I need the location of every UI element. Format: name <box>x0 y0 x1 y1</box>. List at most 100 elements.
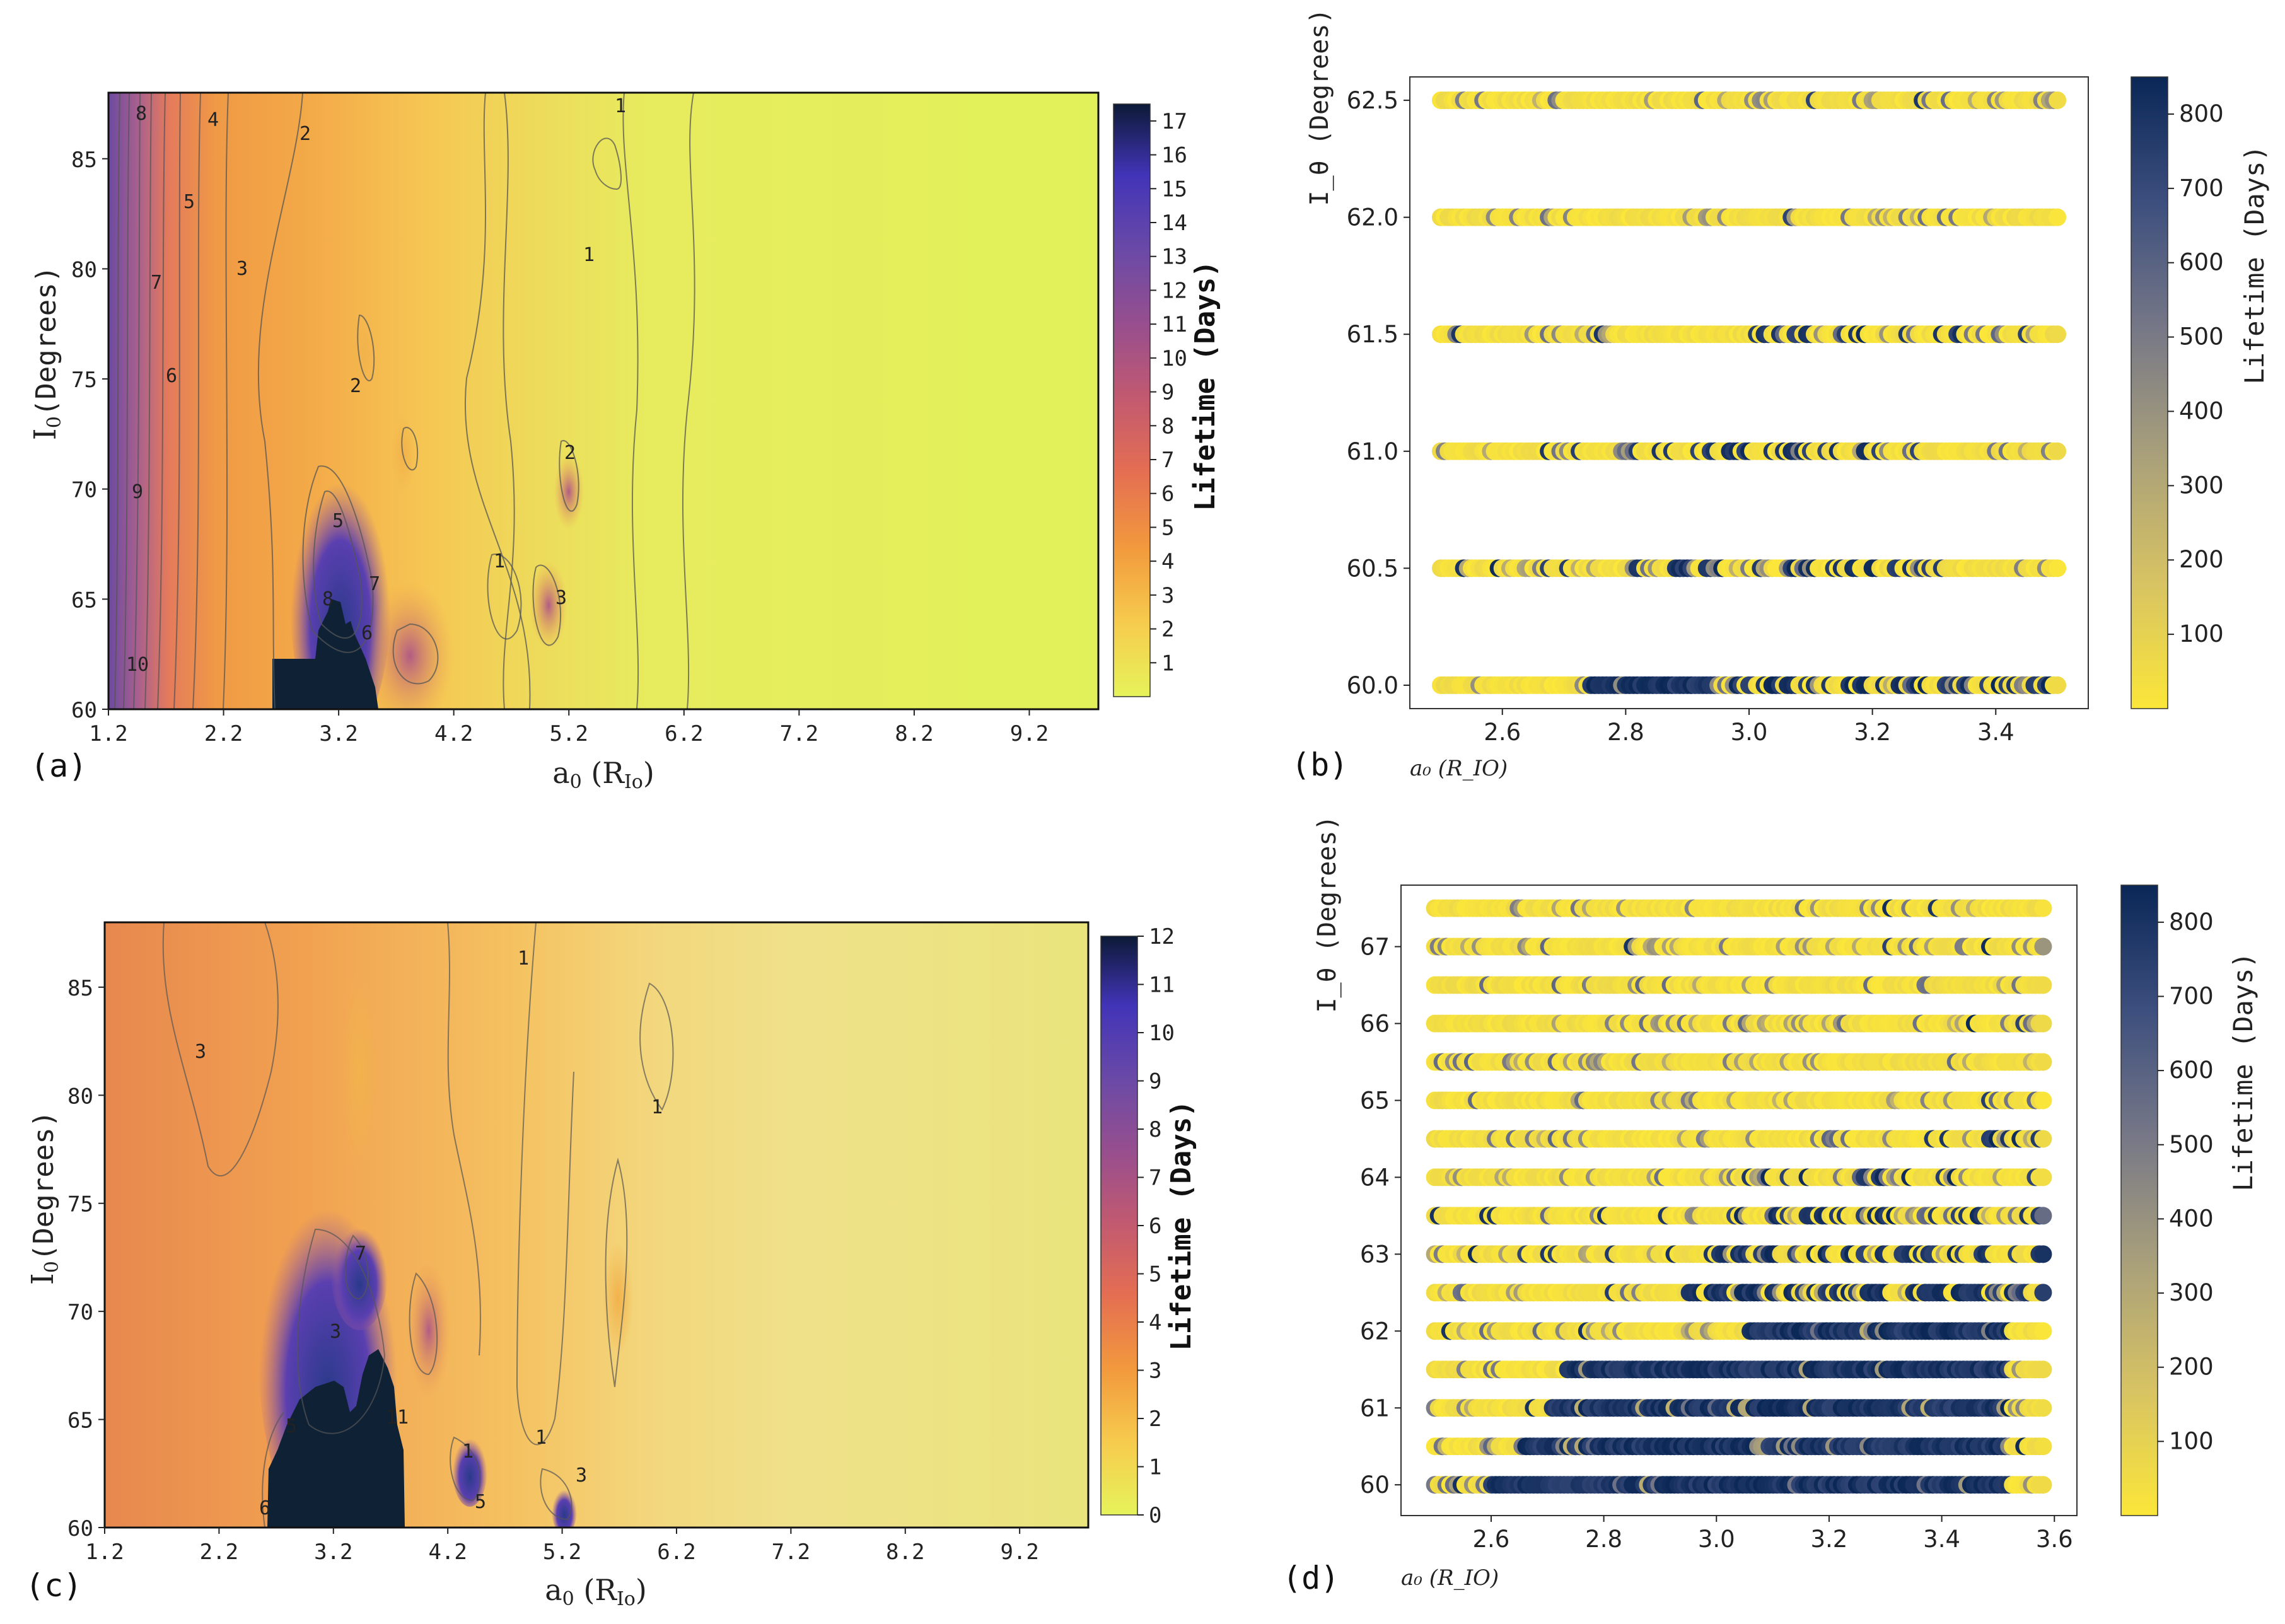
panel-a-hotspot <box>530 561 567 649</box>
scatter-point <box>2034 1130 2052 1148</box>
y-tick-label: 67 <box>1360 934 1390 961</box>
colorbar-tick-label: 12 <box>1161 278 1187 303</box>
colorbar-tick-label: 10 <box>1161 346 1187 371</box>
panel-b-colorbar-label: Lifetime (Days) <box>2239 145 2270 384</box>
svg-text:Lifetime (Days): Lifetime (Days) <box>1165 1100 1197 1350</box>
panel-c-contour-labels: 3 1 1 7 3 5 11 1 1 5 3 6 <box>195 948 663 1519</box>
x-tick-label: 2.8 <box>1585 1526 1622 1553</box>
panel-b-axes: 2.6 2.8 3.0 3.2 3.4 60.0 60.5 61.0 61.5 62.0 62.5 <box>1347 87 2015 746</box>
panel-b-xlabel: a₀ (R_IO) <box>1410 756 1508 781</box>
scatter-point <box>2034 1168 2052 1186</box>
y-tick-label: 60 <box>1360 1471 1390 1499</box>
contour-label: 7 <box>369 573 380 595</box>
panel-c-label: (c) <box>25 1567 82 1604</box>
svg-text:I0(Degrees): I0(Degrees) <box>25 1111 63 1285</box>
contour-label: 11 <box>386 1406 409 1429</box>
panel-c-colorbar-label: Lifetime (Days) <box>1165 1100 1197 1350</box>
colorbar-tick-label: 5 <box>1161 515 1174 540</box>
y-tick-label: 70 <box>71 478 97 503</box>
x-tick-label: 3.2 <box>319 721 358 746</box>
x-tick-label: 8.2 <box>895 721 933 746</box>
colorbar-tick-label: 3 <box>1149 1359 1161 1384</box>
colorbar-tick-label: 13 <box>1161 245 1187 270</box>
scatter-point <box>2034 1245 2052 1263</box>
contour-label: 1 <box>518 948 529 970</box>
colorbar-tick-label: 600 <box>2169 1057 2214 1084</box>
x-tick-label: 3.2 <box>1811 1526 1848 1553</box>
y-tick-label: 85 <box>71 148 97 173</box>
scatter-point <box>2034 1476 2052 1494</box>
contour-label: 5 <box>332 510 344 532</box>
x-tick-label: 6.2 <box>665 721 703 746</box>
y-tick-label: 65 <box>67 1408 93 1434</box>
y-tick-label: 64 <box>1360 1164 1390 1191</box>
scatter-point <box>2049 676 2067 694</box>
colorbar-tick-label: 16 <box>1161 143 1187 168</box>
x-tick-label: 3.0 <box>1698 1526 1735 1553</box>
svg-text:I_θ (Degrees): I_θ (Degrees) <box>1305 8 1334 206</box>
colorbar-tick-label: 400 <box>2169 1205 2214 1232</box>
panel-a-contours <box>114 93 695 709</box>
x-tick-label: 4.2 <box>434 721 473 746</box>
panel-c-heatmap-background <box>105 922 1088 1528</box>
contour-label: 1 <box>462 1441 474 1463</box>
contour-label: 2 <box>299 123 311 145</box>
colorbar-tick-label: 14 <box>1161 211 1187 236</box>
svg-text:I_θ (Degrees): I_θ (Degrees) <box>1313 815 1342 1012</box>
x-tick-label: 9.2 <box>1000 1540 1038 1565</box>
scatter-point <box>2034 1053 2052 1071</box>
colorbar-tick-label: 9 <box>1149 1069 1161 1094</box>
panel-a-colorbar <box>1113 103 1151 697</box>
colorbar-tick-label: 11 <box>1161 312 1187 337</box>
colorbar-tick-label: 500 <box>2169 1131 2214 1158</box>
scatter-point <box>2049 325 2067 344</box>
x-tick-label: 3.4 <box>1923 1526 1960 1553</box>
contour-label: 5 <box>286 1415 297 1437</box>
scatter-point <box>2049 559 2067 577</box>
colorbar-tick-label: 12 <box>1149 924 1175 949</box>
colorbar-tick-label: 6 <box>1161 482 1174 507</box>
panel-a: 8 4 2 1 5 3 1 7 6 2 2 9 5 1 8 7 3 6 10 <box>28 91 1221 793</box>
contour-label: 7 <box>355 1243 366 1265</box>
panel-a-xlabel: a0 (RIo) <box>552 756 654 793</box>
colorbar-tick-label: 100 <box>2169 1427 2214 1454</box>
y-tick-label: 61.0 <box>1347 438 1398 465</box>
colorbar-tick-label: 700 <box>2169 982 2214 1009</box>
scatter-point <box>2049 91 2067 110</box>
panel-b-colorbar <box>2131 76 2168 709</box>
panel-a-contour-labels: 8 4 2 1 5 3 1 7 6 2 2 9 5 1 8 7 3 6 10 <box>126 95 626 676</box>
panel-b-label: (b) <box>1291 746 1348 783</box>
svg-text:Lifetime (Days): Lifetime (Days) <box>2239 145 2270 384</box>
panel-a-dark-region <box>272 599 378 709</box>
y-tick-label: 62.5 <box>1347 87 1398 114</box>
x-tick-label: 5.2 <box>543 1540 581 1565</box>
panel-a-hotspot <box>554 454 584 530</box>
scatter-point <box>2049 442 2067 460</box>
panel-c-hotspot <box>603 1242 633 1355</box>
y-tick-label: 60.0 <box>1347 672 1398 699</box>
scatter-point <box>2034 1437 2052 1456</box>
x-tick-label: 2.2 <box>200 1540 238 1565</box>
x-tick-label: 3.0 <box>1731 719 1768 746</box>
scatter-point <box>2049 208 2067 226</box>
x-tick-label: 4.2 <box>428 1540 467 1565</box>
svg-text:Lifetime (Days): Lifetime (Days) <box>2228 952 2259 1191</box>
x-tick-label: 2.6 <box>1473 1526 1510 1553</box>
panel-c-contours <box>162 922 674 1528</box>
x-tick-label: 7.2 <box>772 1540 810 1565</box>
contour-label: 8 <box>322 588 334 610</box>
panel-a-ylabel: I0(Degrees) <box>28 266 66 440</box>
panel-d-axes: 2.6 2.8 3.0 3.2 3.4 3.6 60 61 62 63 64 65 66 67 <box>1360 934 2073 1553</box>
panel-a-heatmap-background <box>108 93 1098 709</box>
y-tick-label: 65 <box>1360 1087 1390 1114</box>
colorbar-tick-label: 4 <box>1161 549 1174 574</box>
colorbar-tick-label: 600 <box>2179 249 2224 276</box>
colorbar-tick-label: 2 <box>1149 1406 1161 1432</box>
contour-label: 2 <box>564 442 576 464</box>
panel-b-ylabel: I_θ (Degrees) <box>1305 8 1334 206</box>
y-tick-label: 63 <box>1360 1241 1390 1268</box>
contour-label: 1 <box>651 1096 663 1118</box>
